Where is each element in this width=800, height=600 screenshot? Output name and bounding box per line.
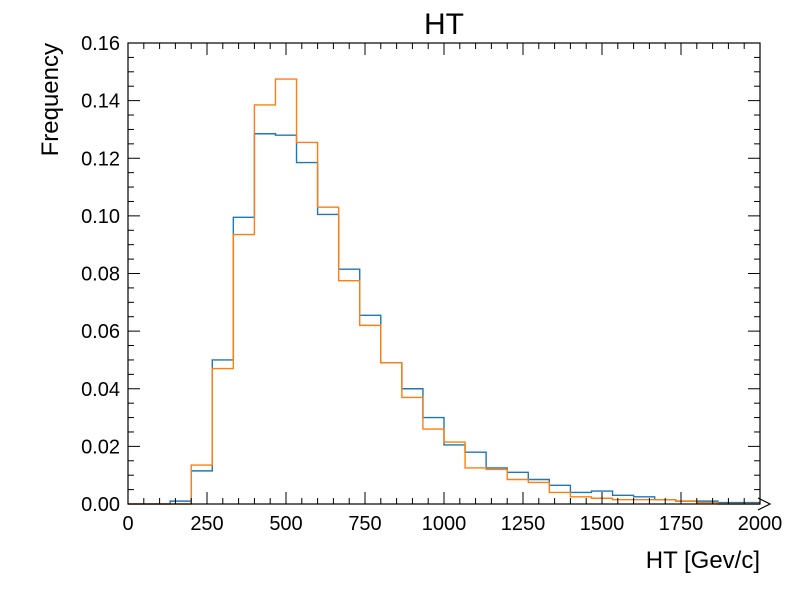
series-layer bbox=[128, 78, 760, 505]
x-tick-label: 750 bbox=[348, 513, 381, 535]
x-tick-label: 500 bbox=[269, 513, 302, 535]
histogram-series-1 bbox=[128, 133, 760, 505]
y-tick-label: 0.14 bbox=[81, 91, 120, 113]
y-tick-label: 0.06 bbox=[81, 321, 120, 343]
x-axis-arrow-icon bbox=[757, 497, 772, 511]
y-axis-label: Frequency bbox=[37, 43, 64, 156]
y-tick-label: 0.00 bbox=[81, 494, 120, 516]
x-tick-label: 1750 bbox=[659, 513, 704, 535]
x-tick-label: 250 bbox=[190, 513, 223, 535]
x-tick-label: 1250 bbox=[501, 513, 546, 535]
x-tick-label: 1000 bbox=[422, 513, 467, 535]
y-tick-label: 0.10 bbox=[81, 206, 120, 228]
y-tick-label: 0.04 bbox=[81, 379, 120, 401]
x-tick-label: 1500 bbox=[580, 513, 625, 535]
x-tick-label: 0 bbox=[122, 513, 133, 535]
chart-title: HT bbox=[424, 8, 464, 41]
x-axis-label: HT [Gev/c] bbox=[646, 547, 760, 574]
ticks-layer: 0 250 500 750 1000 1250 1500 1750 2000 0.00 0.02 0.… bbox=[81, 33, 782, 535]
y-tick-label: 0.08 bbox=[81, 264, 120, 286]
y-tick-label: 0.12 bbox=[81, 148, 120, 170]
histogram-series-2 bbox=[128, 78, 760, 505]
x-tick-label: 2000 bbox=[738, 513, 783, 535]
plot-frame bbox=[127, 42, 761, 505]
y-tick-label: 0.02 bbox=[81, 436, 120, 458]
y-tick-label: 0.16 bbox=[81, 33, 120, 55]
